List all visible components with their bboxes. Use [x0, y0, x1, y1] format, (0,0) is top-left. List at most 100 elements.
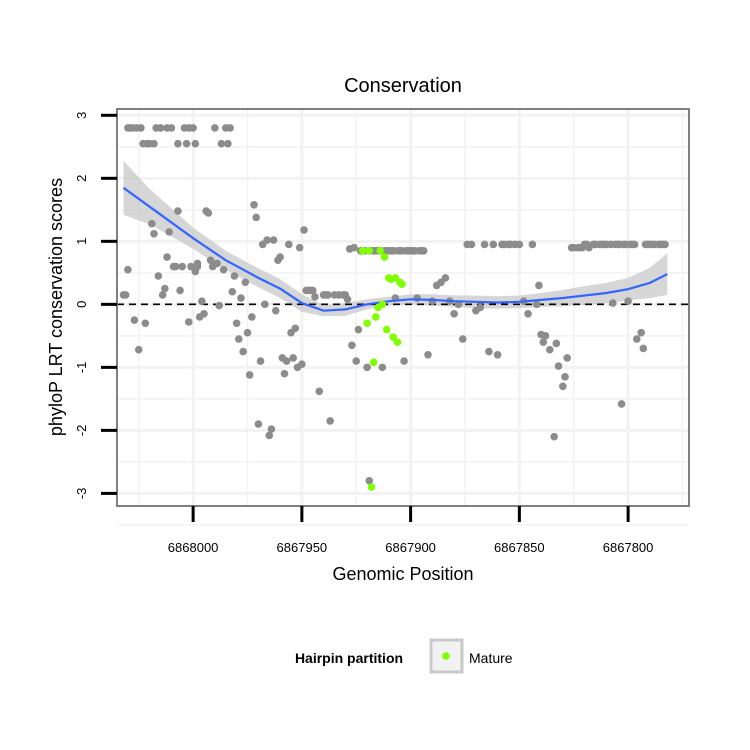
data-point-other: [428, 297, 437, 305]
data-point-other: [661, 240, 669, 249]
data-point-other: [326, 417, 334, 425]
data-point-other: [237, 294, 245, 302]
data-point-other: [450, 310, 458, 318]
data-point-other: [363, 363, 371, 372]
data-point-other: [165, 228, 173, 236]
data-point-other: [311, 292, 319, 301]
data-point-other: [243, 328, 252, 337]
data-point-other: [285, 240, 293, 249]
data-point-other: [204, 209, 213, 217]
data-point-mature: [369, 358, 378, 367]
data-point-other: [289, 354, 297, 362]
data-point-other: [493, 350, 502, 359]
y-tick-label: -3: [74, 488, 89, 500]
data-point-mature: [367, 483, 376, 491]
data-point-other: [485, 347, 493, 356]
legend-title: Hairpin partition: [295, 650, 403, 666]
data-point-other: [154, 272, 163, 280]
plot-panel: [116, 108, 690, 526]
data-point-other: [541, 332, 550, 340]
data-point-other: [254, 420, 263, 428]
data-point-other: [147, 219, 156, 228]
data-point-other: [213, 259, 221, 268]
y-tick-label: 2: [74, 175, 89, 182]
x-tick-label: 6868000: [168, 540, 219, 555]
data-point-other: [245, 371, 254, 379]
legend: Hairpin partition Mature: [295, 638, 513, 674]
data-point-other: [354, 325, 363, 334]
data-point-other: [217, 139, 226, 148]
data-point-other: [141, 319, 150, 328]
data-point-other: [137, 124, 145, 132]
data-point-other: [182, 139, 191, 148]
data-point-other: [252, 213, 260, 222]
x-axis-title: Genomic Position: [332, 564, 473, 584]
data-point-mature: [393, 338, 402, 346]
data-point-other: [265, 431, 274, 440]
data-point-other: [400, 357, 408, 365]
data-point-mature: [372, 313, 380, 321]
data-point-other: [191, 139, 200, 148]
data-point-mature: [380, 253, 389, 261]
data-point-other: [176, 286, 184, 295]
data-point-other: [171, 262, 180, 271]
y-axis-title: phyloP LRT conservation scores: [46, 178, 66, 436]
legend-label-mature: Mature: [469, 650, 513, 666]
data-point-other: [515, 240, 524, 249]
data-point-other: [467, 240, 476, 249]
data-point-other: [315, 387, 324, 396]
x-tick-label: 6867950: [277, 540, 328, 555]
data-point-other: [637, 328, 645, 337]
data-point-other: [324, 291, 332, 299]
data-point-mature: [365, 246, 374, 255]
data-point-other: [130, 316, 139, 324]
data-point-other: [161, 284, 169, 293]
data-point-mature: [358, 246, 367, 255]
data-point-other: [174, 139, 182, 148]
points-other-series: [119, 124, 669, 485]
points-mature-series: [358, 246, 406, 491]
data-point-other: [350, 243, 358, 252]
y-tick-label: 3: [74, 112, 89, 119]
data-point-other: [563, 354, 572, 362]
data-point-other: [241, 278, 250, 287]
data-point-other: [150, 139, 158, 148]
data-point-other: [234, 335, 243, 343]
data-point-other: [193, 262, 202, 271]
data-point-other: [230, 272, 239, 280]
y-tick-label: -1: [74, 362, 89, 374]
data-point-other: [419, 246, 428, 255]
data-point-other: [167, 124, 176, 132]
data-point-other: [528, 240, 537, 249]
data-point-other: [352, 357, 361, 365]
data-point-other: [239, 347, 247, 356]
data-point-other: [215, 301, 224, 310]
data-point-other: [378, 363, 387, 372]
data-point-mature: [378, 300, 387, 309]
data-point-other: [308, 286, 317, 295]
data-point-other: [189, 124, 197, 132]
data-point-other: [365, 476, 374, 485]
data-point-other: [187, 262, 195, 271]
data-point-other: [163, 253, 171, 261]
x-tick-label: 6867800: [603, 540, 654, 555]
data-point-other: [298, 360, 306, 369]
data-point-mature: [398, 280, 406, 288]
data-point-other: [224, 139, 232, 148]
data-point-other: [552, 339, 561, 348]
legend-key-mature: [442, 652, 450, 660]
data-point-other: [535, 281, 543, 290]
data-point-mature: [376, 246, 384, 255]
data-point-other: [150, 229, 158, 238]
data-point-other: [539, 338, 548, 346]
data-point-other: [624, 297, 632, 305]
data-point-other: [206, 256, 215, 265]
data-point-other: [211, 124, 219, 132]
data-point-other: [476, 303, 485, 312]
chart-title: Conservation: [344, 75, 462, 97]
data-point-mature: [363, 319, 371, 328]
data-point-other: [639, 344, 648, 353]
data-point-other: [282, 357, 291, 365]
data-point-other: [178, 262, 187, 271]
